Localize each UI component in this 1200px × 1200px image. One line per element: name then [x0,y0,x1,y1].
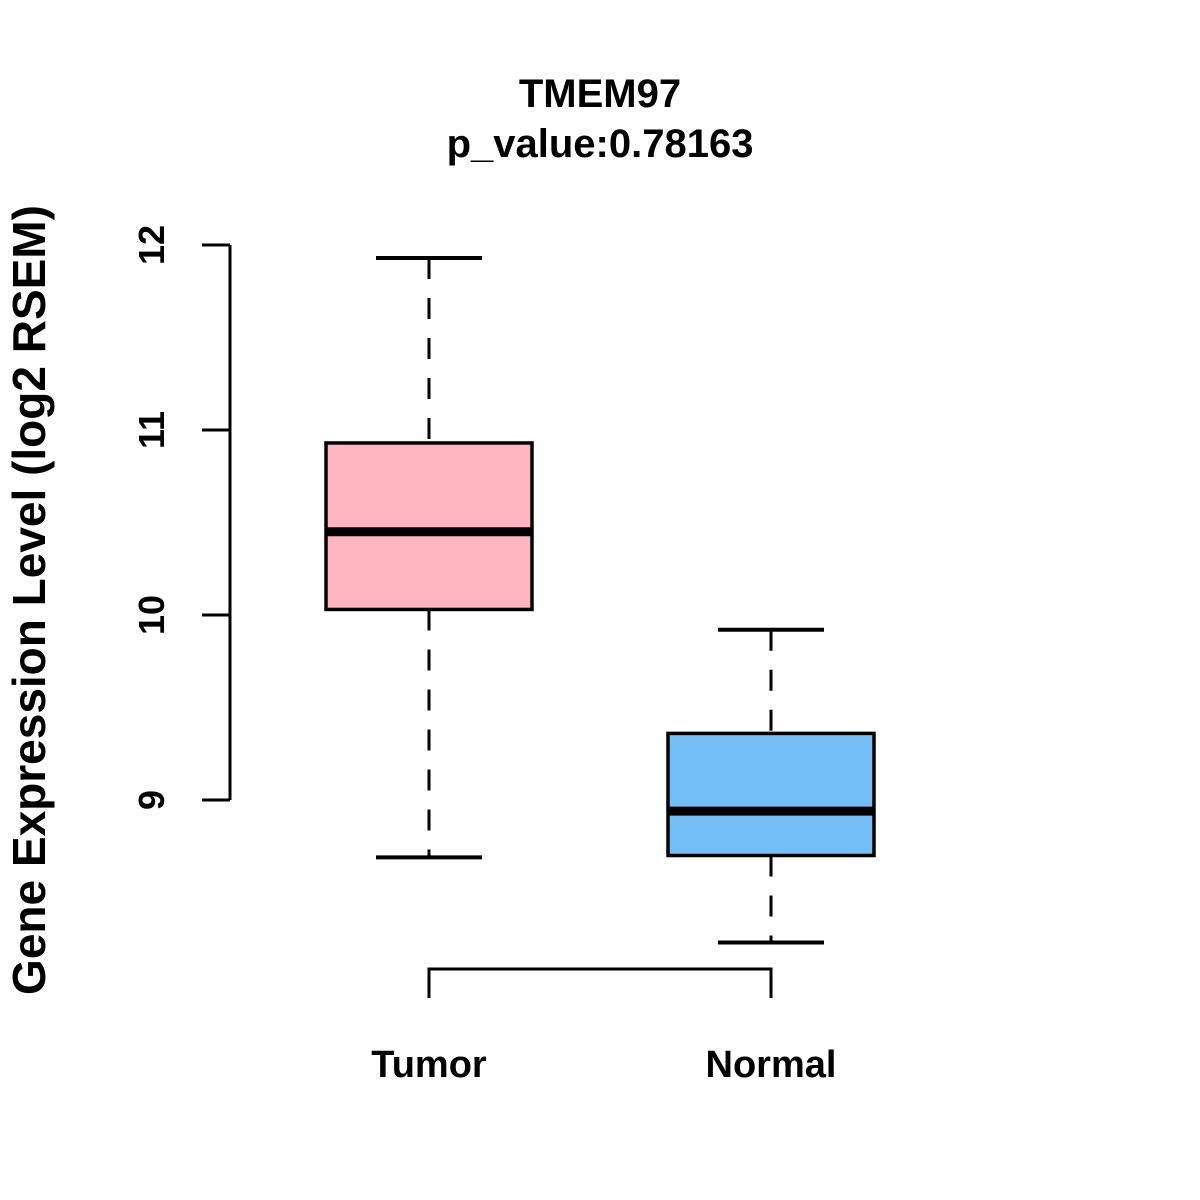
y-tick-label: 12 [131,225,172,265]
chart-subtitle-pvalue: p_value:0.78163 [447,122,754,166]
y-axis-label: Gene Expression Level (log2 RSEM) [3,205,55,995]
y-axis: 9 10 11 12 [131,225,232,810]
x-axis-bracket [427,967,773,998]
category-label-normal: Normal [706,1044,837,1086]
iqr-box-tumor [324,441,534,612]
x-axis: Tumor Normal [371,967,837,1086]
y-tick-label: 10 [131,595,172,635]
y-tick-label: 11 [131,411,172,449]
category-label-tumor: Tumor [371,1044,487,1086]
iqr-box-normal [666,731,876,858]
plot-area [324,255,876,945]
box-group-normal [666,627,876,945]
box-group-tumor [324,255,534,860]
chart-title: TMEM97 [519,72,681,116]
y-tick-label: 9 [131,790,172,810]
